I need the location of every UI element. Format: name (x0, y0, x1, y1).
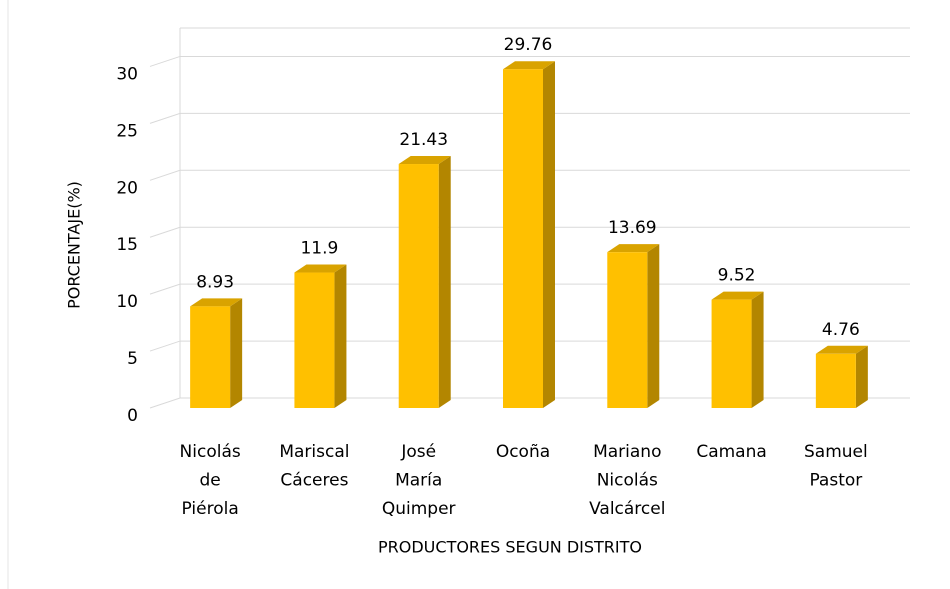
x-tick-line: Cáceres (280, 471, 348, 491)
bar-front (607, 252, 648, 408)
y-tick-label: 15 (116, 235, 138, 255)
grid-line (149, 169, 910, 181)
x-tick-line: Camana (696, 442, 766, 462)
bar-front (294, 272, 335, 408)
grid-line (149, 283, 910, 295)
bar (815, 345, 868, 408)
bar-front (503, 69, 543, 408)
y-tick-label: 5 (127, 349, 138, 369)
bar-side (855, 345, 868, 408)
x-tick-line: Ocoña (496, 442, 550, 462)
value-label: 8.93 (196, 272, 234, 292)
bar-top (294, 264, 347, 273)
x-tick-line: Nicolás (180, 442, 241, 462)
value-label: 29.76 (504, 35, 553, 55)
y-tick-label: 20 (116, 178, 138, 198)
x-tick-label: Samuel Pastor (804, 442, 868, 491)
grid-line (149, 112, 910, 124)
x-tick-line: Quimper (382, 499, 456, 519)
bar-side (230, 298, 243, 408)
bar-front (398, 164, 439, 408)
x-tick-line: Mariano (593, 442, 661, 462)
x-axis-title: PRODUCTORES SEGUN DISTRITO (378, 538, 642, 557)
bar-top (815, 345, 868, 354)
x-tick-label: Ocoña (496, 442, 550, 462)
bar (711, 291, 764, 408)
value-label: 11.9 (300, 239, 338, 259)
bar (294, 264, 347, 408)
bar (607, 244, 660, 408)
grid-line (149, 226, 910, 238)
bar-side (438, 156, 451, 408)
x-tick-label: Camana (696, 442, 766, 462)
x-tick-line: Mariscal (279, 442, 349, 462)
y-tick-label: 10 (116, 292, 138, 312)
bar (398, 156, 451, 408)
bar-front (815, 353, 856, 408)
x-tick-line: Valcárcel (589, 499, 665, 519)
y-tick-label: 30 (116, 64, 138, 84)
bar-side (543, 61, 555, 408)
bar-side (647, 244, 660, 408)
bar-top (711, 291, 764, 300)
bar-front (711, 299, 752, 408)
grid-line (149, 55, 910, 67)
bar-top (607, 244, 660, 253)
value-label: 9.52 (718, 266, 756, 286)
bar-top (190, 298, 243, 307)
x-tick-label: Mariscal Cáceres (279, 442, 349, 491)
x-tick-line: Samuel (804, 442, 868, 462)
y-tick-label: 25 (116, 121, 138, 141)
bar-side (334, 264, 347, 408)
x-tick-line: Piérola (182, 499, 239, 519)
bar-top (503, 61, 555, 70)
grid-line (149, 340, 910, 352)
bar-top (398, 156, 451, 165)
bar-front (190, 306, 231, 408)
x-tick-label: Nicolás de Piérola (180, 442, 241, 519)
bar (190, 298, 243, 408)
grid-line (149, 397, 910, 409)
y-tick-label: 0 (127, 406, 138, 426)
y-axis-title: PORCENTAJE(%) (65, 181, 84, 309)
x-tick-line: Nicolás (597, 471, 658, 491)
x-tick-line: María (395, 471, 442, 491)
x-tick-label: José María Quimper (382, 442, 456, 519)
x-tick-line: Pastor (809, 471, 862, 491)
x-tick-line: de (200, 471, 221, 491)
bar (503, 61, 555, 408)
value-label: 21.43 (399, 130, 448, 150)
x-tick-line: José (400, 442, 436, 462)
bar-side (751, 291, 764, 408)
value-label: 13.69 (608, 218, 657, 238)
value-label: 4.76 (822, 320, 860, 340)
x-tick-label: Mariano Nicolás Valcárcel (589, 442, 665, 519)
